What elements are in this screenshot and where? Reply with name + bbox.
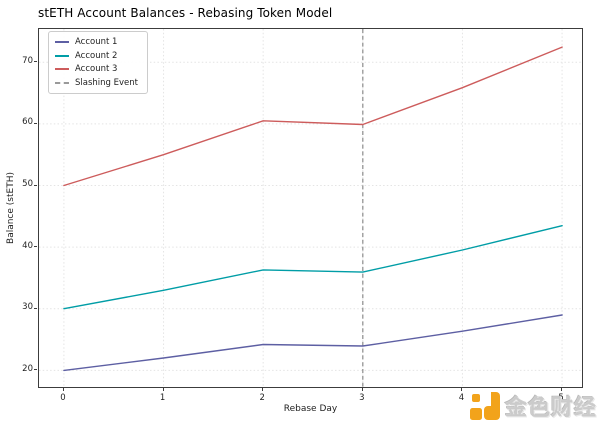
y-axis-label: Balance (stETH) [6, 172, 16, 244]
watermark-text: 金色财经 [504, 396, 597, 421]
x-axis-label: Rebase Day [283, 404, 338, 414]
x-tick-mark [62, 388, 64, 391]
series-line-account-1 [63, 314, 563, 372]
y-tick-mark [34, 184, 37, 186]
y-tick-label: 30 [22, 302, 33, 313]
legend-item: Account 3 [55, 64, 138, 74]
x-tick-mark [361, 388, 363, 391]
x-tick-label: 0 [60, 393, 66, 403]
legend-dashed-line-swatch [55, 81, 69, 84]
x-tick-label: 1 [159, 393, 166, 403]
legend-label: Account 3 [75, 64, 118, 74]
legend-line-swatch [55, 41, 69, 43]
logo-block [483, 405, 494, 420]
series-line-account-2 [63, 224, 563, 310]
y-tick-mark [34, 122, 37, 124]
x-tick-mark [262, 388, 264, 391]
legend-item: Account 2 [55, 51, 138, 61]
y-tick-label: 50 [22, 179, 33, 189]
legend-item: Account 1 [55, 37, 138, 47]
legend-item: Slashing Event [55, 78, 138, 88]
legend-label: Slashing Event [75, 77, 138, 88]
x-tick-mark [461, 388, 463, 391]
y-tick-label: 70 [22, 55, 33, 66]
legend-line-swatch [55, 68, 69, 70]
x-tick-label: 2 [259, 393, 265, 403]
series-line-account-3 [63, 46, 563, 187]
y-tick-mark [34, 61, 37, 63]
watermark: 金色财经 [469, 390, 597, 422]
logo-block [471, 393, 480, 402]
legend-label: Account 2 [75, 50, 118, 61]
watermark-logo-icon [469, 391, 500, 421]
x-tick-mark [162, 388, 164, 391]
x-tick-label: 4 [458, 393, 465, 403]
logo-block [490, 391, 500, 420]
y-tick-label: 20 [22, 363, 33, 374]
x-tick-mark [561, 388, 563, 391]
y-tick-mark [34, 369, 37, 371]
y-tick-label: 60 [22, 117, 33, 128]
y-tick-mark [34, 246, 37, 248]
y-tick-label: 40 [22, 240, 33, 251]
x-tick-label: 3 [359, 393, 365, 403]
legend-line-swatch [55, 54, 69, 57]
legend: Account 1 Account 2 Account 3 Slashing Even… [48, 31, 148, 94]
y-tick-mark [34, 307, 37, 309]
legend-label: Account 1 [75, 37, 118, 47]
x-tick-label: 5 [558, 393, 564, 403]
chart-title: stETH Account Balances - Rebasing Token … [38, 6, 333, 20]
logo-block [469, 407, 482, 420]
